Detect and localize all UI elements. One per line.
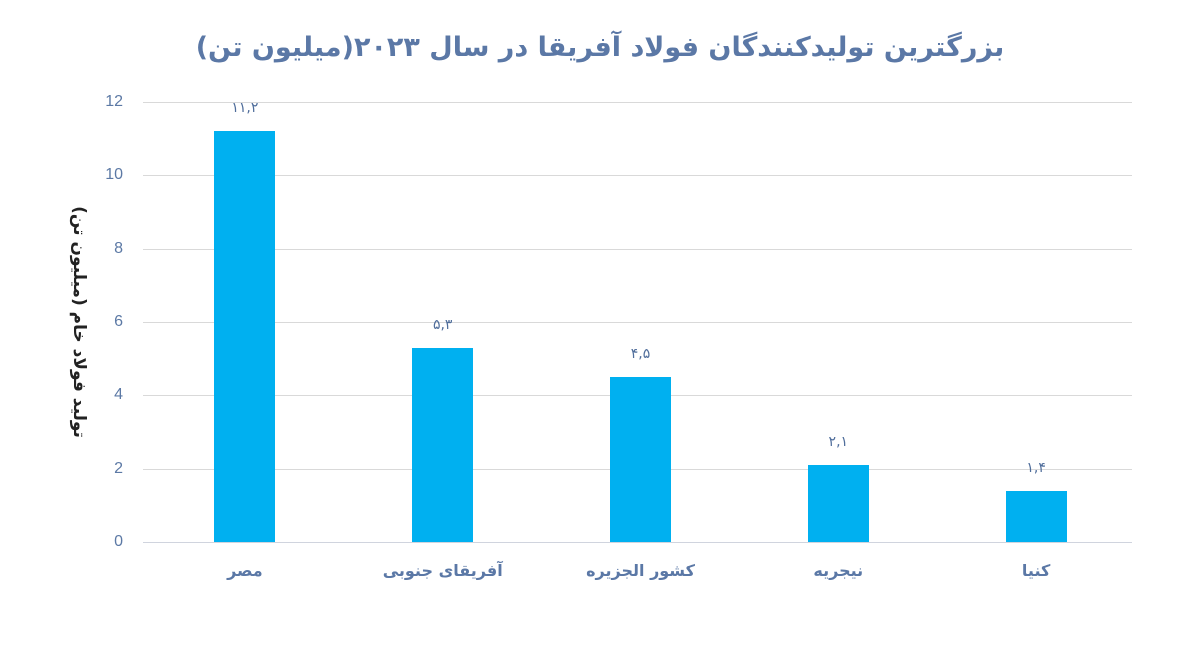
y-tick-label: 4 — [114, 386, 123, 404]
y-tick-label: 10 — [105, 166, 123, 184]
plot-area: 0 2 4 6 8 10 12 ۱۱,۲ مصر ۵,۳ آفریقای جنوبی ۴,۵ کشور … — [105, 0, 1132, 667]
data-label: ۲,۱ — [828, 434, 849, 450]
bar[interactable] — [214, 131, 276, 542]
gridline — [143, 542, 1132, 543]
x-category-label: کنیا — [1021, 561, 1051, 580]
y-tick-label: 2 — [114, 459, 123, 477]
x-category-label: نیجریه — [813, 561, 864, 580]
y-tick-label: 0 — [114, 533, 123, 550]
bar[interactable] — [1005, 490, 1067, 542]
y-tick-label: 8 — [114, 239, 123, 257]
gridline — [143, 249, 1132, 250]
data-label: ۴,۵ — [630, 346, 651, 362]
x-category-label: آفریقای جنوبی — [382, 561, 503, 580]
data-label: ۵,۳ — [432, 316, 453, 333]
data-label: ۱,۴ — [1026, 459, 1046, 476]
data-label: ۱۱,۲ — [231, 100, 259, 117]
x-category-label: مصر — [227, 561, 263, 580]
y-tick-label: 6 — [114, 313, 123, 330]
gridline — [143, 322, 1132, 323]
bar[interactable] — [807, 465, 869, 542]
x-category-label: کشور الجزیره — [586, 561, 695, 580]
gridline — [143, 102, 1132, 103]
bar[interactable] — [610, 377, 671, 542]
gridline — [143, 175, 1132, 176]
bar[interactable] — [412, 347, 474, 542]
chart-title: بزرگترین تولیدکنندگان فولاد آفریقا در سا… — [195, 32, 1005, 63]
y-tick-label: 12 — [105, 93, 123, 110]
